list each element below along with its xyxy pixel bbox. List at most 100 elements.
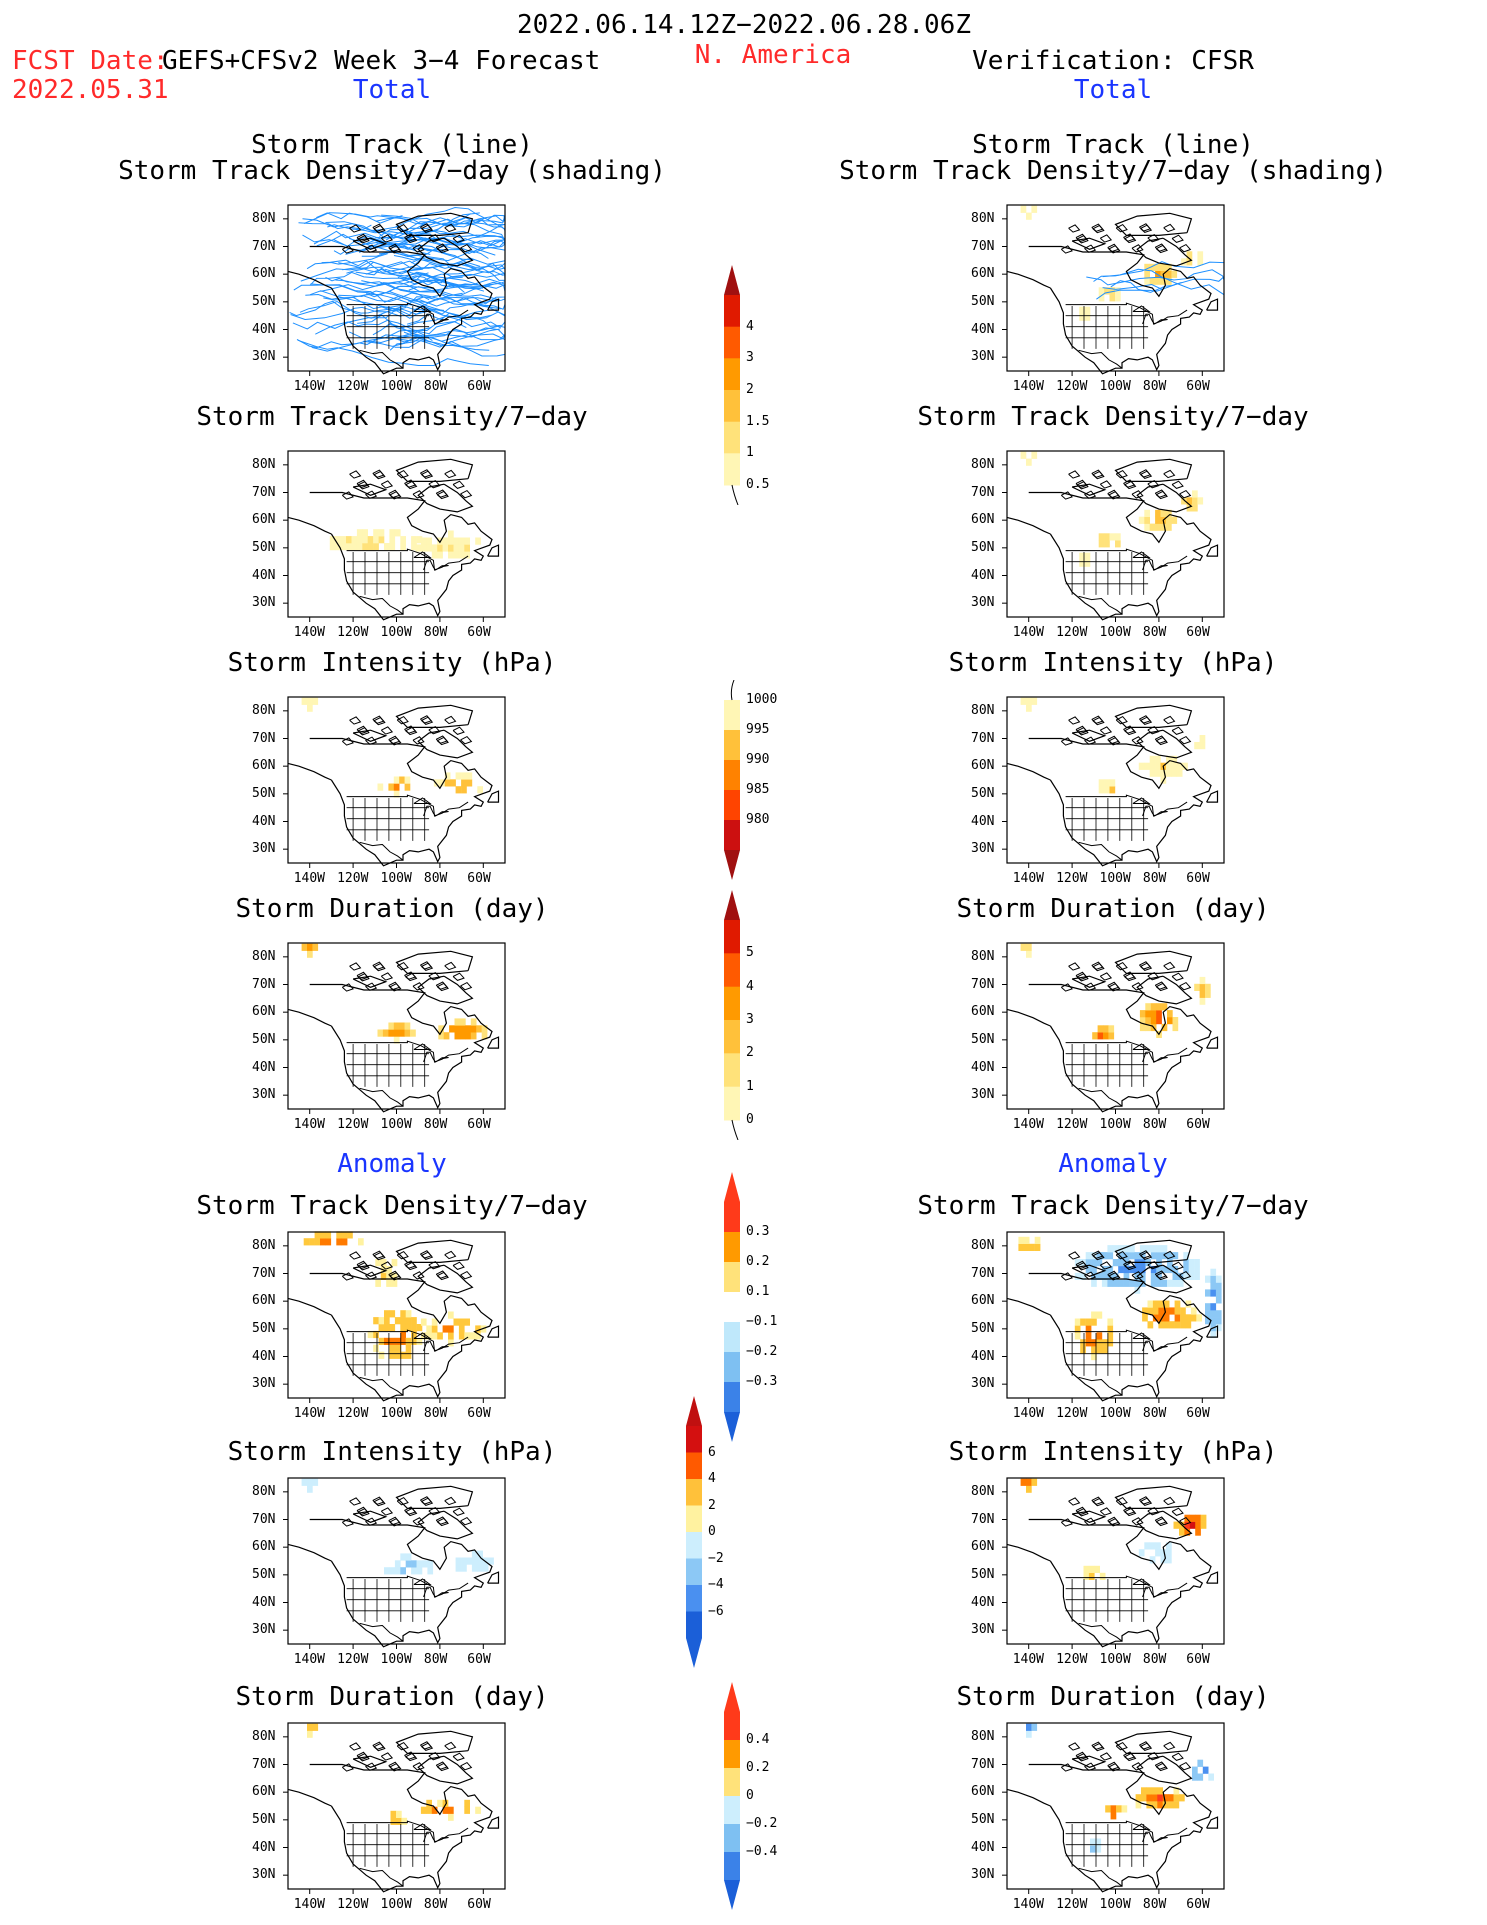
- shade-cell: [1172, 1279, 1179, 1287]
- shade-cell: [1163, 1307, 1170, 1315]
- geography-line: [1154, 1761, 1167, 1770]
- left-anom-intensity-map-svg: [283, 1477, 506, 1649]
- shade-cell: [1104, 533, 1110, 541]
- lon-tick-label: 120W: [337, 1652, 369, 1667]
- shade-cell: [431, 544, 438, 552]
- shade-cell: [427, 1567, 434, 1575]
- shade-cell: [1085, 1332, 1092, 1340]
- shade-cell: [1162, 1801, 1169, 1809]
- geography-line: [1131, 1762, 1144, 1771]
- lat-tick-label: 60N: [252, 266, 276, 282]
- shade-cell: [1031, 1478, 1038, 1486]
- shade-cell: [1088, 1565, 1095, 1573]
- shade-cell: [1155, 509, 1161, 517]
- shade-cell: [1210, 1268, 1217, 1276]
- lat-tick-label: 30N: [971, 1622, 995, 1638]
- shade-cell: [356, 536, 363, 544]
- shade-cell: [1096, 1272, 1103, 1280]
- geography-line: [1091, 223, 1104, 232]
- colorbar-arrow-bottom: [724, 1880, 740, 1910]
- shade-cell: [464, 544, 470, 552]
- shade-cell: [1095, 1845, 1102, 1853]
- shade-cell: [1084, 559, 1091, 567]
- shade-cell: [471, 1550, 478, 1558]
- shade-cell: [1101, 1346, 1108, 1354]
- shade-cell: [466, 779, 473, 787]
- colorbar-segment: [724, 358, 740, 391]
- shade-cell: [1199, 976, 1206, 985]
- geography-line: [1071, 237, 1107, 250]
- shade-cell: [1156, 1272, 1162, 1280]
- lon-tick-label: 100W: [1099, 1406, 1131, 1421]
- geography-line: [1091, 1496, 1104, 1505]
- left-anom-duration-title: Storm Duration (day): [235, 1682, 549, 1712]
- geography-line: [309, 983, 493, 1113]
- geography-line: [1147, 725, 1160, 735]
- shade-cell: [1018, 1243, 1025, 1251]
- geography-line: [1154, 1270, 1167, 1279]
- colorbar-arrow-bottom: [724, 850, 740, 880]
- geography-line: [1163, 1741, 1176, 1751]
- right-anom-duration-map-svg: [1002, 1722, 1225, 1894]
- shade-cell: [1096, 1332, 1103, 1340]
- shade-cell: [1118, 1252, 1124, 1260]
- shade-cell: [411, 1337, 417, 1345]
- geography-line: [1179, 735, 1192, 745]
- colorbar-label: 0.2: [746, 1254, 770, 1269]
- shade-cell: [1205, 1303, 1211, 1311]
- shade-cell: [1150, 1272, 1157, 1280]
- shade-cell: [416, 1560, 423, 1568]
- shade-cell: [394, 1351, 401, 1359]
- shade-cell: [426, 544, 432, 552]
- shade-cell: [1099, 1572, 1106, 1580]
- geography-line: [1065, 302, 1188, 325]
- shade-cell: [1084, 313, 1091, 321]
- geography-line: [1123, 1260, 1136, 1269]
- shade-cell: [1160, 1549, 1167, 1557]
- geography-line: [1136, 483, 1193, 513]
- geography-line: [1171, 480, 1184, 489]
- shade-cell: [1157, 1794, 1163, 1802]
- geography-line: [365, 244, 378, 253]
- left-duration-title: Storm Duration (day): [235, 894, 549, 924]
- geography-line: [287, 1008, 332, 1027]
- shade-cell: [336, 1231, 342, 1239]
- geography-line: [1147, 1506, 1160, 1516]
- geography-line: [395, 1239, 474, 1263]
- left-density-map: 80N 70N 60N 50N 40N 30N 140W 120W 100W 80W 60W: [252, 450, 506, 639]
- geography-line: [1154, 735, 1167, 744]
- shade-cell: [1194, 742, 1200, 750]
- shade-cell: [416, 1567, 423, 1575]
- geography-line: [413, 305, 432, 312]
- right-track-line-map-svg: [1002, 204, 1225, 376]
- geography-line: [428, 479, 441, 489]
- shade-cell: [470, 1032, 477, 1040]
- shade-cell: [1085, 1259, 1092, 1267]
- right-duration-map: 80N 70N 60N 50N 40N 30N 140W 120W 100W 80W 60W: [971, 942, 1225, 1131]
- shade-cell: [464, 1332, 470, 1340]
- lon-tick-label: 120W: [337, 1897, 369, 1912]
- colorbar-label: 6: [708, 1444, 716, 1460]
- shade-cell: [442, 1799, 449, 1807]
- storm-track-line: [306, 253, 388, 270]
- colorbar-segment: [724, 1852, 740, 1881]
- shade-cell: [1172, 1017, 1179, 1025]
- geography-line: [365, 1517, 378, 1526]
- colorbar-segment: [724, 1740, 740, 1769]
- geography-line: [1179, 1761, 1192, 1771]
- shade-cell: [1074, 1325, 1081, 1333]
- shade-cell: [1174, 1307, 1181, 1315]
- colorbar-segment: [724, 326, 740, 359]
- shade-cell: [384, 1324, 390, 1332]
- shade-cell: [1150, 1265, 1157, 1274]
- geography-line: [460, 243, 473, 253]
- shade-cell: [373, 543, 379, 551]
- shade-cell: [411, 543, 417, 551]
- colorbar-label: 1: [746, 1078, 754, 1094]
- geography-line: [1107, 243, 1120, 253]
- left-anom-intensity-map: 80N 70N 60N 50N 40N 30N 140W 120W 100W 80W 60W: [252, 1477, 506, 1666]
- shade-cell: [1166, 516, 1172, 524]
- shade-cell: [329, 543, 336, 551]
- shade-cell: [1020, 943, 1027, 951]
- geography-line: [1171, 726, 1184, 735]
